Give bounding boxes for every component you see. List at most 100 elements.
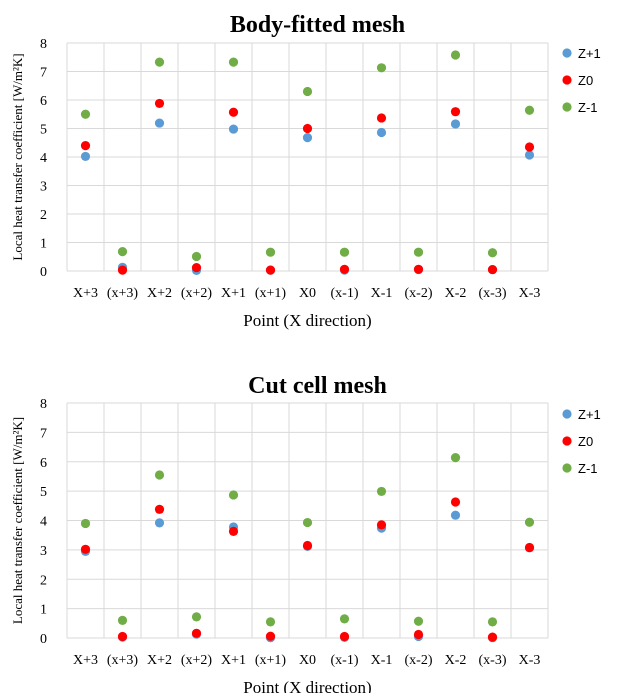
x-tick-label: X+2 xyxy=(147,653,172,668)
legend-marker xyxy=(562,48,572,58)
y-tick-label: 5 xyxy=(40,485,47,500)
x-tick-label: X-2 xyxy=(445,286,467,301)
data-point xyxy=(154,470,165,480)
x-tick-label: (x+2) xyxy=(181,653,213,668)
y-tick-label: 7 xyxy=(40,426,47,441)
x-tick-label: X+2 xyxy=(147,286,172,301)
x-tick-label: X0 xyxy=(299,653,316,668)
legend-label: Z0 xyxy=(578,73,593,88)
data-point xyxy=(117,247,128,257)
legend: Z+1 Z0 Z-1 xyxy=(562,407,601,476)
y-tick-label: 0 xyxy=(40,632,47,647)
data-point xyxy=(376,63,387,73)
data-point xyxy=(154,504,165,514)
data-point xyxy=(302,86,313,97)
x-tick-label: X+1 xyxy=(221,653,246,668)
data-point xyxy=(228,124,239,134)
data-point xyxy=(413,616,424,626)
data-point xyxy=(302,540,313,551)
legend-marker xyxy=(562,436,572,446)
x-tick-label: X+3 xyxy=(73,286,98,301)
data-point xyxy=(450,107,461,117)
chart-title: Cut cell mesh xyxy=(248,373,387,399)
y-axis-label: Local heat transfer coefficient [W/m²K] xyxy=(10,417,25,624)
x-tick-label: X-2 xyxy=(445,653,467,668)
body-fitted-mesh-chart: Body-fitted mesh 0 1 2 3 4 5 6 7 8 X+3 (x+3) X+2 (x+2… xyxy=(0,0,619,345)
data-point xyxy=(154,518,165,528)
legend: Z+1 Z0 Z-1 xyxy=(562,46,601,115)
y-tick-label: 4 xyxy=(40,151,47,166)
data-point xyxy=(487,264,498,275)
data-point xyxy=(339,631,350,642)
data-point xyxy=(80,518,91,529)
x-tick-label: (x+3) xyxy=(107,653,139,668)
x-axis-label: Point (X direction) xyxy=(243,678,371,693)
y-tick-label: 4 xyxy=(40,515,47,530)
y-tick-label: 1 xyxy=(40,603,47,618)
data-point xyxy=(154,118,165,128)
x-tick-label: (x-2) xyxy=(405,653,433,668)
x-tick-label: X-3 xyxy=(519,286,541,301)
data-point xyxy=(228,57,239,67)
x-tick-label: X-3 xyxy=(519,653,541,668)
x-tick-label: (x+2) xyxy=(181,286,213,301)
data-point xyxy=(450,50,461,60)
x-tick-label: X-1 xyxy=(371,286,393,301)
legend-label: Z0 xyxy=(578,434,593,449)
x-tick-label: (x-3) xyxy=(479,653,507,668)
series-z-1 xyxy=(80,510,535,643)
y-tick-label: 2 xyxy=(40,573,47,588)
data-point xyxy=(117,631,128,642)
data-point xyxy=(339,247,350,257)
data-point xyxy=(80,151,91,162)
data-point xyxy=(413,247,424,257)
data-point xyxy=(228,107,239,117)
data-point xyxy=(450,119,461,129)
y-tick-label: 0 xyxy=(40,265,47,280)
y-tick-label: 3 xyxy=(40,180,47,195)
x-tick-label: X+3 xyxy=(73,653,98,668)
chart-svg: Cut cell mesh 0 1 2 3 4 5 6 7 8 X+3 (x+3) X+2 (x+2) X+… xyxy=(10,373,601,693)
x-tick-label: (x+1) xyxy=(255,286,287,301)
y-tick-label: 3 xyxy=(40,544,47,559)
data-point xyxy=(154,57,165,67)
data-point xyxy=(265,265,276,275)
legend-label: Z-1 xyxy=(578,100,598,115)
data-point xyxy=(450,497,461,507)
x-tick-label: (x-3) xyxy=(479,286,507,301)
x-tick-label: (x-1) xyxy=(331,653,359,668)
data-point xyxy=(524,142,535,152)
data-point xyxy=(117,615,128,625)
chart-title: Body-fitted mesh xyxy=(230,12,405,38)
data-point xyxy=(524,542,535,553)
data-point xyxy=(302,133,313,143)
data-point xyxy=(339,614,350,624)
data-point xyxy=(80,141,91,151)
series-z0 xyxy=(80,98,535,275)
series-z-1 xyxy=(80,50,535,262)
data-point xyxy=(450,510,461,520)
y-tick-label: 1 xyxy=(40,237,47,252)
data-point xyxy=(376,127,387,138)
data-point xyxy=(487,248,498,258)
legend-marker xyxy=(562,75,572,85)
data-point xyxy=(80,544,91,554)
data-point xyxy=(487,632,498,642)
data-point xyxy=(524,517,535,527)
data-point xyxy=(413,629,424,640)
x-tick-label: X-1 xyxy=(371,653,393,668)
data-point xyxy=(191,262,202,273)
data-point xyxy=(376,486,387,497)
data-point xyxy=(524,150,535,160)
legend-label: Z-1 xyxy=(578,461,598,476)
data-point xyxy=(265,247,276,257)
y-tick-label: 5 xyxy=(40,123,47,138)
cut-cell-mesh-chart: Cut cell mesh 0 1 2 3 4 5 6 7 8 X+3 (x+3) X+2 (x+2) X+… xyxy=(0,365,619,693)
data-point xyxy=(191,612,202,622)
y-tick-label: 8 xyxy=(40,37,47,52)
data-point xyxy=(228,490,239,500)
chart-svg: Body-fitted mesh 0 1 2 3 4 5 6 7 8 X+3 (x+3) X+2 (x+2… xyxy=(10,12,601,330)
data-point xyxy=(450,453,461,463)
data-point xyxy=(80,109,91,119)
x-tick-label: X0 xyxy=(299,286,316,301)
